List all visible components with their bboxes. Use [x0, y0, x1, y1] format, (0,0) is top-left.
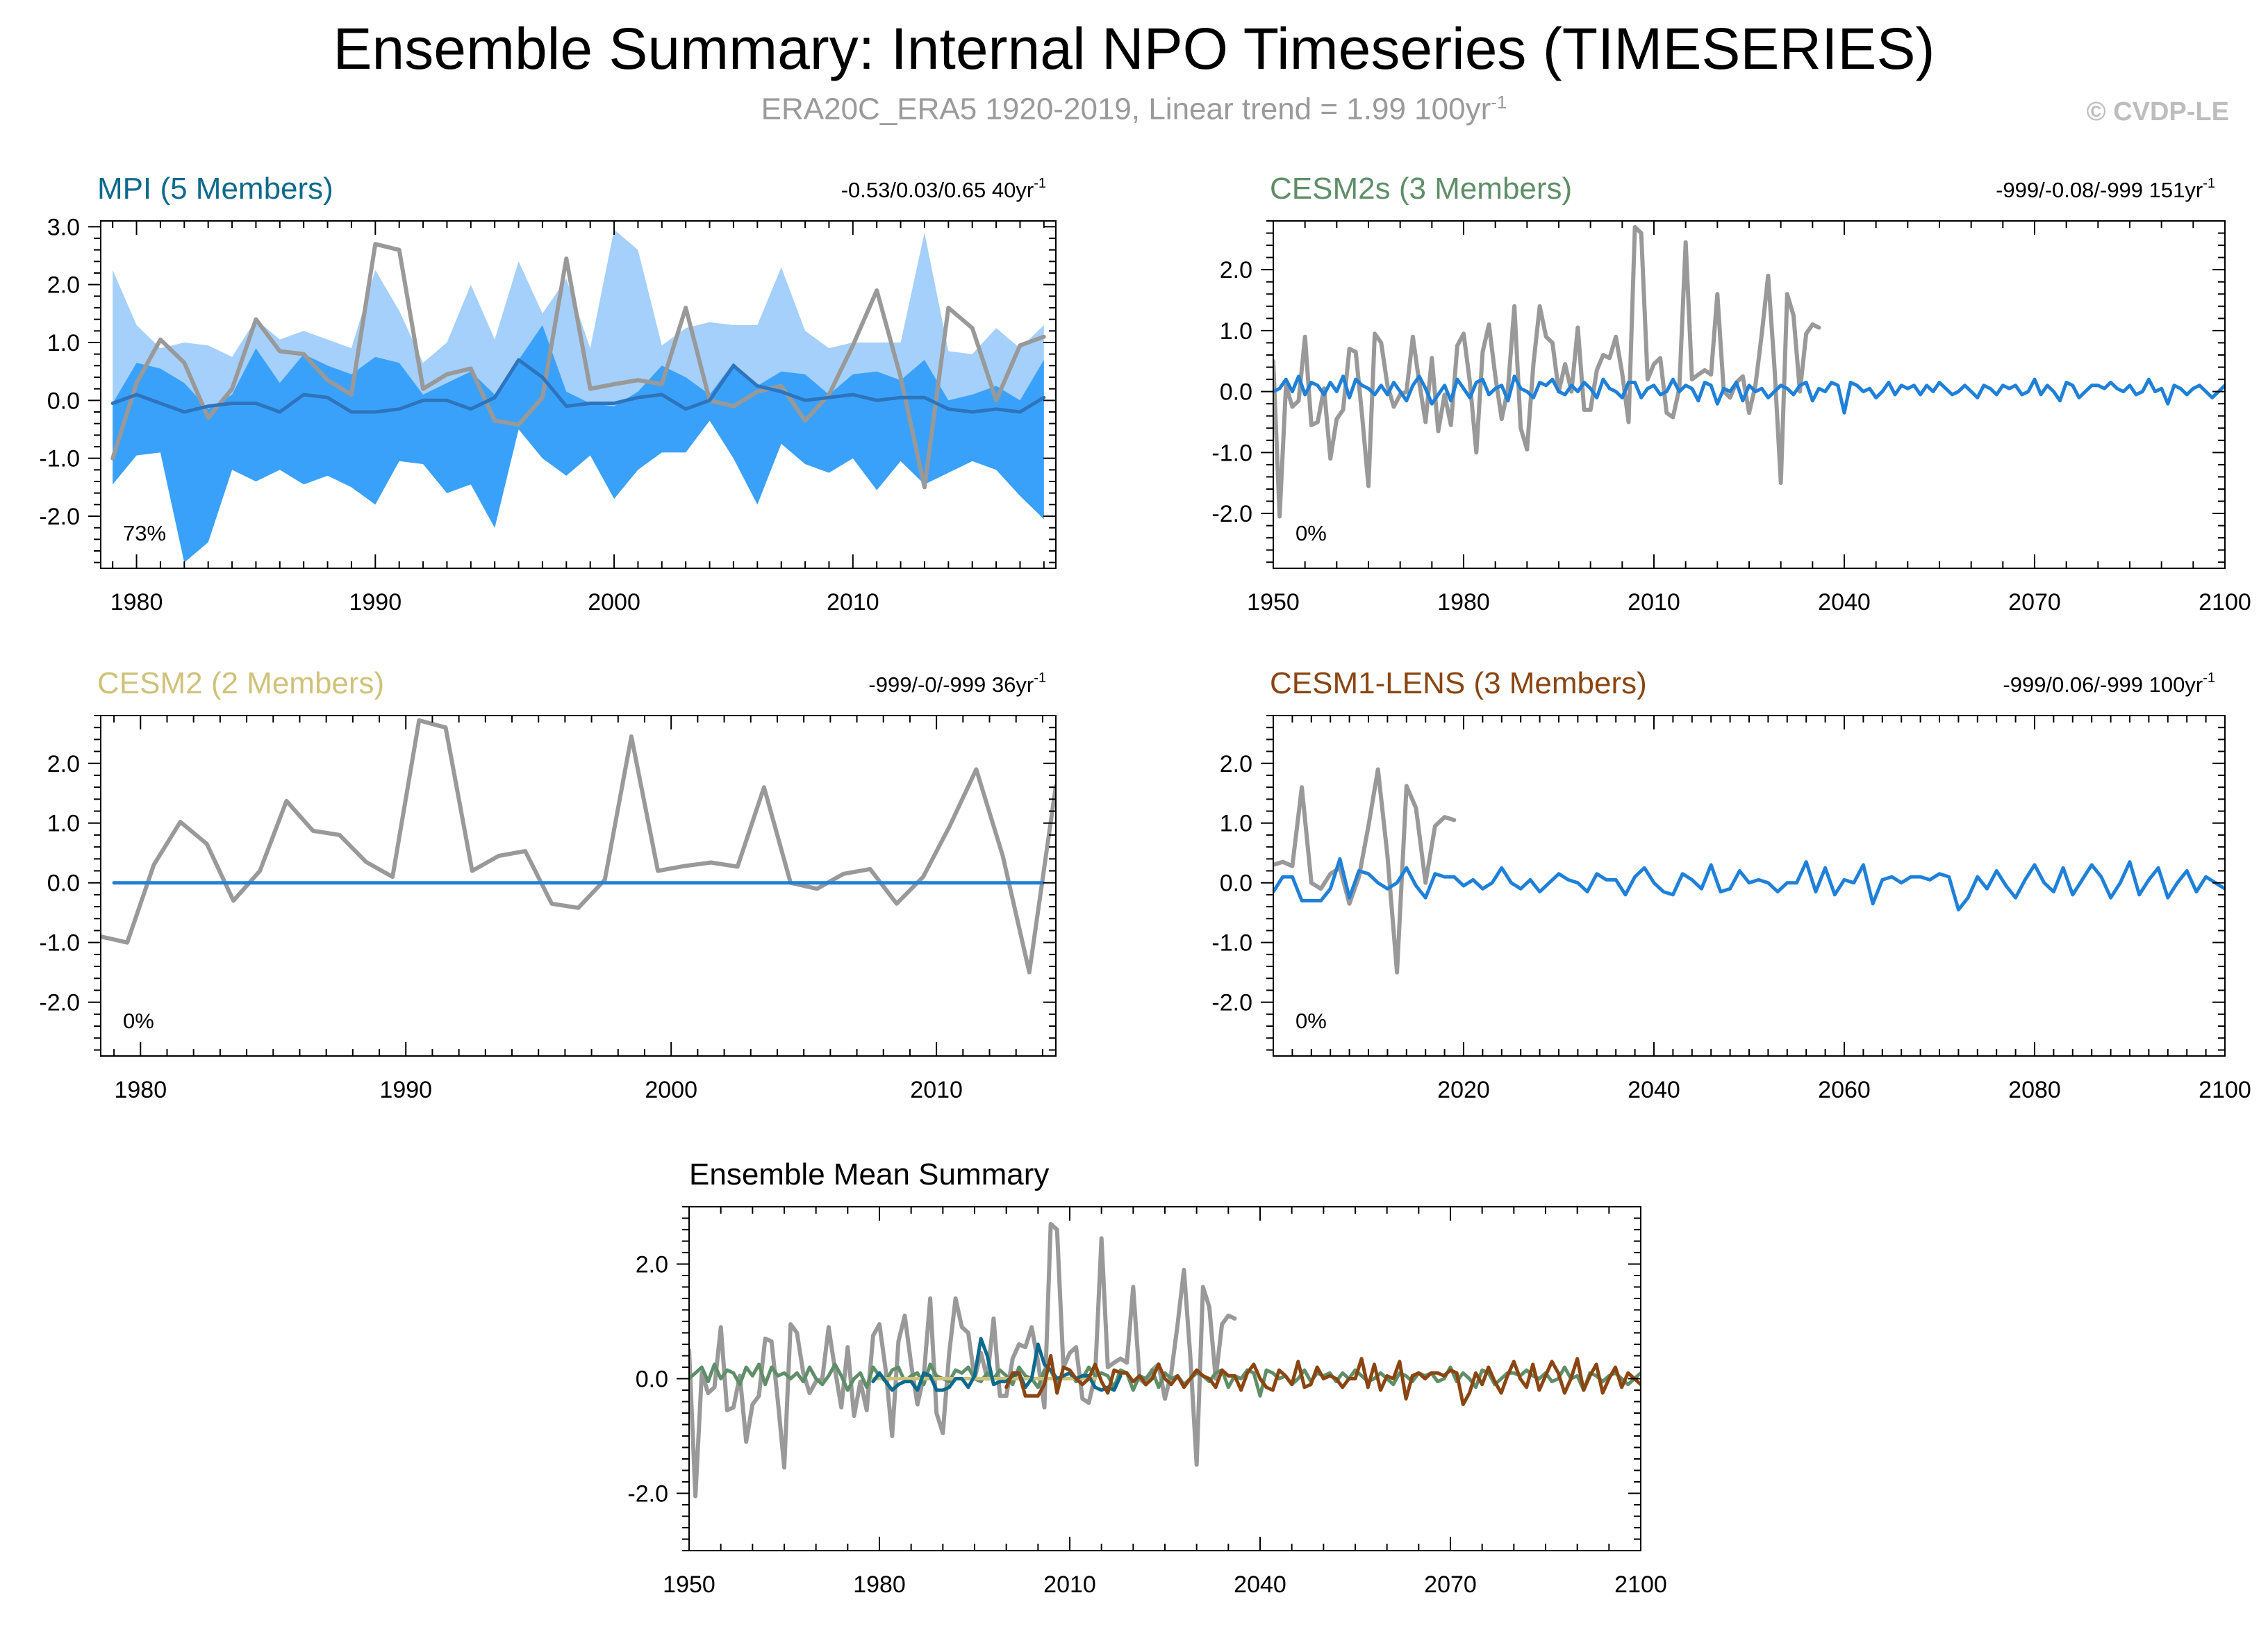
- subtitle-text: ERA20C_ERA5 1920-2019, Linear trend = 1.…: [761, 92, 1491, 126]
- panel-stats: -999/-0/-999 36yr-1: [868, 670, 1046, 697]
- x-tick-label: 1980: [110, 589, 163, 616]
- x-tick-label: 2040: [1628, 1077, 1680, 1103]
- x-tick-label: 2020: [1437, 1077, 1490, 1103]
- x-tick-label: 1950: [663, 1571, 715, 1598]
- y-tick-label: 0.0: [1220, 870, 1252, 897]
- y-tick-label: 2.0: [1220, 751, 1252, 777]
- y-tick-label: 0.0: [47, 870, 80, 897]
- y-tick-label: -2.0: [39, 990, 80, 1016]
- series-line-observations: [1273, 767, 1457, 975]
- panel-stats: -999/-0.08/-999 151yr-1: [1996, 176, 2215, 202]
- panel-stats: -999/0.06/-999 100yr-1: [2003, 670, 2215, 697]
- x-tick-label: 2000: [645, 1077, 697, 1103]
- y-tick-label: 2.0: [47, 272, 80, 299]
- x-tick-label: 2070: [1424, 1571, 1477, 1598]
- subtitle-superscript: -1: [1491, 92, 1507, 113]
- panel-cesm1: 2020 2040 2060 2080 2100 2.0 1.0 0.0 -1.0 -2.0 CES…: [1211, 666, 2251, 1103]
- y-tick-label: -2.0: [1211, 990, 1252, 1016]
- x-tick-label: 1980: [114, 1077, 167, 1103]
- panel-mpi: 1980 1990 2000 2010 3.0 2.0 1.0 0.0 -1.0 -2.0 MPI …: [39, 172, 1057, 616]
- panel-cesm2s: 1950 1980 2010 2040 2070 2100 2.0 1.0 0.0 -1.0 -2.…: [1211, 172, 2251, 616]
- panel-title: CESM2s (3 Members): [1270, 172, 1572, 206]
- y-tick-label: -2.0: [627, 1481, 668, 1508]
- x-tick-label: 1980: [1437, 589, 1490, 616]
- page-title: Ensemble Summary: Internal NPO Timeserie…: [333, 16, 1935, 81]
- panel-title: MPI (5 Members): [97, 172, 333, 206]
- plot-area: [1273, 224, 2225, 519]
- x-tick-label: 1980: [853, 1571, 906, 1598]
- x-tick-label: 2010: [827, 589, 879, 616]
- series-line-observations: [689, 1221, 1237, 1499]
- y-tick-label: 1.0: [47, 330, 80, 356]
- x-tick-label: 2010: [910, 1077, 963, 1103]
- panel-percent-label: 0%: [123, 1009, 154, 1033]
- panel-stats: -0.53/0.03/0.65 40yr-1: [841, 176, 1046, 202]
- y-tick-label: 0.0: [47, 388, 80, 414]
- x-tick-label: 2010: [1043, 1571, 1096, 1598]
- x-tick-label: 1950: [1247, 589, 1300, 616]
- panel-percent-label: 73%: [123, 521, 166, 545]
- series-line-model_mean: [1273, 374, 2225, 415]
- series-line-cesm1: [1004, 1354, 1641, 1407]
- plot-area: [101, 718, 1056, 975]
- y-tick-label: -1.0: [1211, 440, 1252, 466]
- series-line-observations: [110, 242, 1046, 490]
- plot-area: [110, 229, 1046, 563]
- x-tick-label: 2040: [1818, 589, 1871, 616]
- y-tick-label: 2.0: [1220, 257, 1252, 283]
- y-tick-label: 1.0: [1220, 318, 1252, 345]
- panel-cesm2: 1980 1990 2000 2010 2.0 1.0 0.0 -1.0 -2.0 CESM2 (…: [39, 666, 1057, 1103]
- y-tick-label: -1.0: [39, 930, 80, 957]
- series-line-mpi: [871, 1337, 1123, 1392]
- y-tick-label: 0.0: [1220, 379, 1252, 406]
- x-tick-label: 2040: [1234, 1571, 1286, 1598]
- x-tick-label: 2010: [1628, 589, 1680, 616]
- plot-frame: [100, 220, 1057, 569]
- y-tick-label: 2.0: [47, 751, 80, 777]
- ensemble-iqr-band: [113, 325, 1044, 563]
- y-tick-label: -1.0: [1211, 930, 1252, 957]
- series-line-model_mean: [1273, 857, 2225, 911]
- panel-title: Ensemble Mean Summary: [689, 1157, 1049, 1191]
- x-tick-label: 2060: [1818, 1077, 1871, 1103]
- panel-title: CESM2 (2 Members): [97, 666, 384, 700]
- plot-frame: [100, 715, 1057, 1057]
- x-tick-label: 1990: [349, 589, 402, 616]
- y-tick-label: 3.0: [47, 214, 80, 240]
- series-line-observations: [1273, 224, 1821, 519]
- x-tick-label: 2100: [1614, 1571, 1667, 1598]
- y-tick-label: 2.0: [636, 1252, 668, 1278]
- y-tick-label: 1.0: [47, 811, 80, 837]
- series-line-ensemble_mean: [110, 358, 1046, 414]
- x-tick-label: 2100: [2199, 1077, 2251, 1103]
- y-tick-label: -1.0: [39, 446, 80, 472]
- plot-area: [1273, 767, 2225, 975]
- page-subtitle: ERA20C_ERA5 1920-2019, Linear trend = 1.…: [0, 92, 2268, 127]
- credit-label: © CVDP-LE: [2086, 97, 2229, 126]
- panel-ensemble-mean: 1950 1980 2010 2040 2070 2100 2.0 0.0 -2.0 Ensemb…: [627, 1157, 1667, 1598]
- plot-area: [689, 1221, 1641, 1499]
- panel-percent-label: 0%: [1296, 521, 1327, 545]
- y-tick-label: -2.0: [39, 504, 80, 530]
- y-tick-label: 0.0: [636, 1367, 668, 1393]
- x-tick-label: 2000: [588, 589, 640, 616]
- panel-title: CESM1-LENS (3 Members): [1270, 666, 1647, 700]
- y-tick-label: -2.0: [1211, 501, 1252, 527]
- panel-percent-label: 0%: [1296, 1009, 1327, 1033]
- series-line-observations: [101, 718, 1056, 975]
- x-tick-label: 2070: [2008, 589, 2061, 616]
- x-tick-label: 1990: [379, 1077, 432, 1103]
- x-tick-label: 2080: [2008, 1077, 2061, 1103]
- x-tick-label: 2100: [2199, 589, 2251, 616]
- y-tick-label: 1.0: [1220, 811, 1252, 837]
